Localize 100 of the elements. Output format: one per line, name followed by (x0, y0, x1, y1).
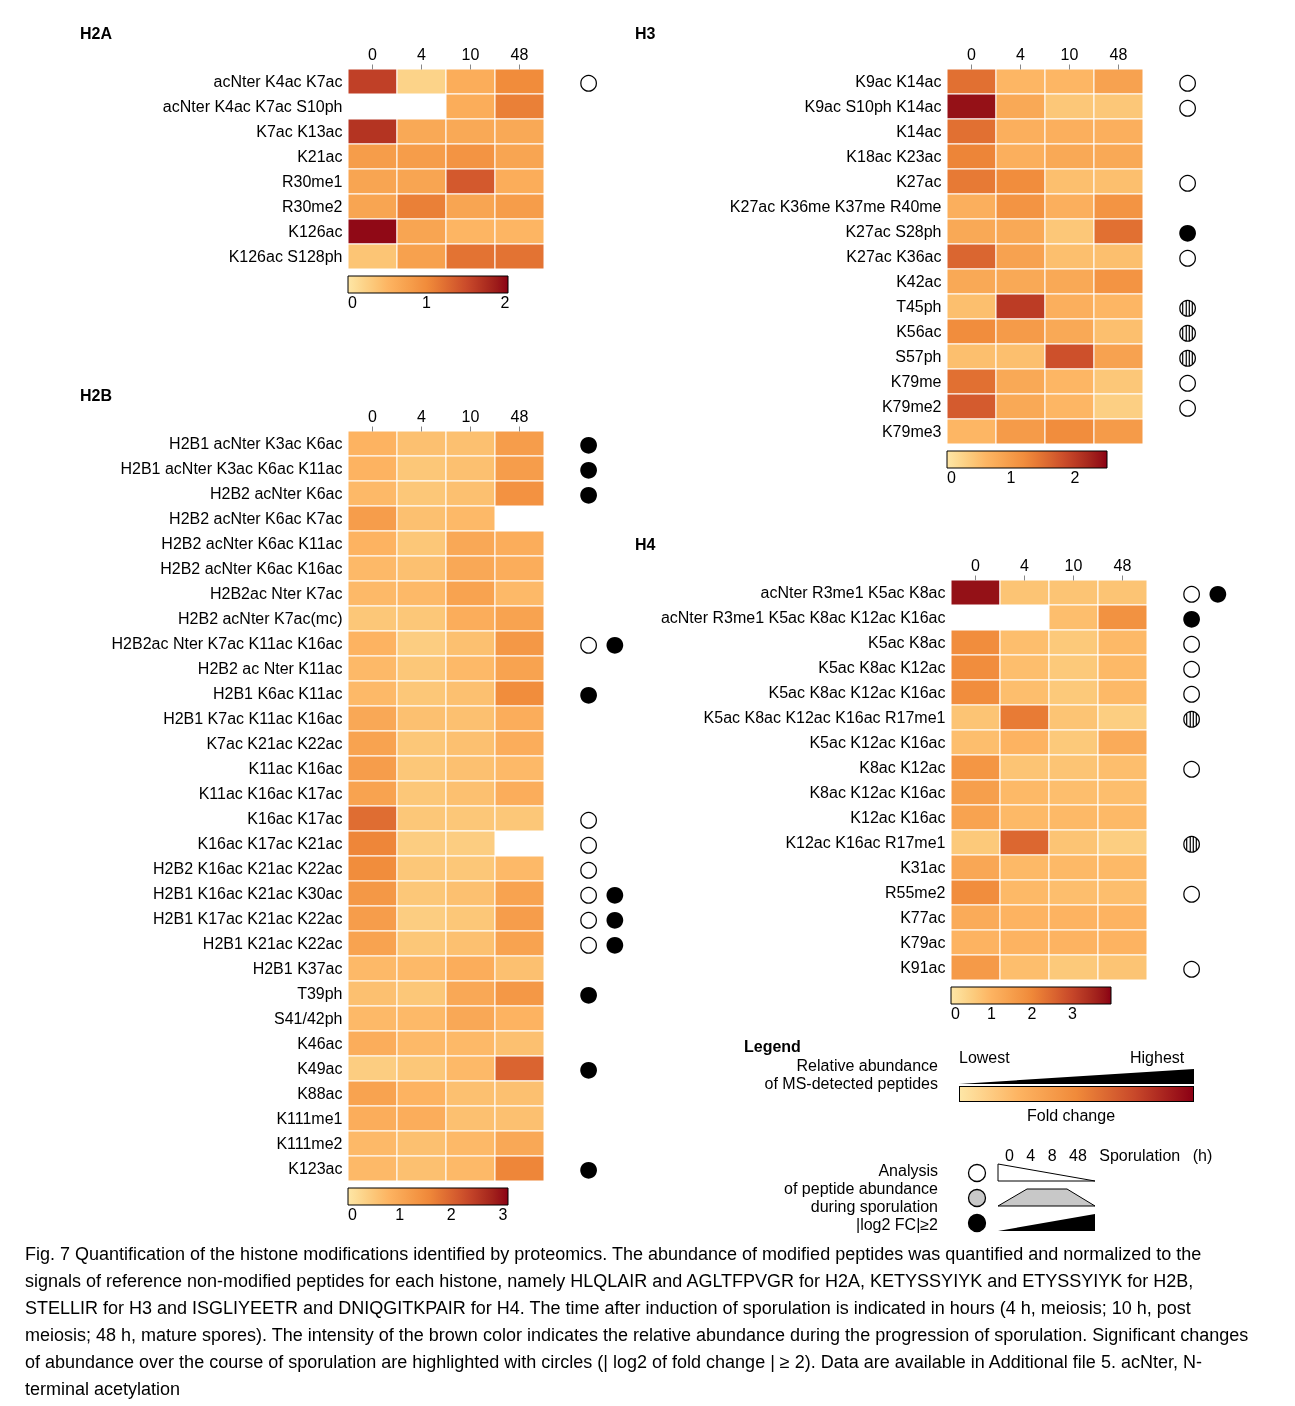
y2-tick-label: ◍ (1178, 293, 1198, 319)
color-bar-label: 3 (498, 1206, 508, 1223)
y2-tick-label: ○ (1182, 754, 1202, 780)
y2-tick-label: ○ (1182, 679, 1202, 705)
y-tick-label: K27ac K36ac (846, 247, 942, 265)
x-tick-label: 0 (967, 45, 977, 63)
y-tick-label: H2B1 K37ac (252, 959, 343, 977)
y-tick-label: H2B2 ac Nter K11ac (197, 659, 343, 677)
y-tick-label: T39ph (297, 984, 343, 1002)
y2-tick-label: ○ (1182, 654, 1202, 680)
y2-tick-label: ○ (1178, 243, 1198, 269)
text: H4 (635, 536, 656, 553)
color-bar-label: 3 (1068, 1005, 1078, 1022)
text: 0 4 8 48 Sporulation (h) (1005, 1147, 1213, 1165)
y2-tick-label: ○ (1178, 368, 1198, 394)
y-tick-label: H2B2 acNter K7ac(mc) (178, 609, 343, 627)
text: H2A (80, 25, 113, 42)
y2-tick-label: ○ (1178, 93, 1198, 119)
y-tick-label: K46ac (297, 1034, 343, 1052)
y2-tick-label: ◍ (1178, 318, 1198, 344)
y-tick-label: K111me1 (276, 1109, 343, 1127)
color-bar-label: 0 (947, 469, 956, 486)
y-tick-label: R55me2 (885, 883, 946, 901)
y-tick-label: K42ac (896, 272, 942, 290)
y-tick-label: acNter K4ac K7ac (213, 72, 343, 90)
y2-tick-label: ○ (579, 805, 599, 831)
y-tick-label: K126ac S128ph (228, 247, 343, 265)
y-tick-label: K8ac K12ac K16ac (809, 783, 946, 801)
x-tick-label: 0 (971, 556, 981, 574)
color-bar-label: 2 (1070, 469, 1080, 486)
y-tick-label: K8ac K12ac (859, 758, 946, 776)
color-bar-label: 1 (421, 294, 431, 311)
y-tick-label: S41/42ph (273, 1009, 343, 1027)
y2-tick-label: ○ ● (579, 905, 625, 931)
x-tick-label: 10 (461, 45, 480, 63)
y2-tick-label: ○ (1178, 168, 1198, 194)
y-tick-label: K14ac (896, 122, 942, 140)
y2-tick-label: ● (1182, 604, 1202, 630)
text: Fold change (1027, 1107, 1116, 1125)
y-tick-label: H2B2ac Nter K7ac K11ac K16ac (111, 634, 343, 652)
y-tick-label: H2B1 acNter K3ac K6ac (169, 434, 343, 452)
y-tick-label: K9ac K14ac (855, 72, 942, 90)
y-tick-label: K79me (890, 372, 942, 390)
y-tick-label: K5ac K8ac K12ac K16ac R17me1 (703, 708, 946, 726)
y-tick-label: H2B2 acNter K6ac K7ac (169, 509, 343, 527)
y-tick-label: K5ac K8ac (868, 633, 946, 651)
x-tick-label: 48 (510, 45, 529, 63)
color-bar-label: 1 (1006, 469, 1016, 486)
y-tick-label: K79ac (900, 933, 946, 951)
x-tick-label: 0 (368, 407, 378, 425)
y2-tick-label: ○ (579, 830, 599, 856)
y2-tick-label: ○ ● (579, 930, 625, 956)
y-tick-label: R30me2 (282, 197, 343, 215)
color-bar-label: 2 (1027, 1005, 1037, 1022)
x-tick-label: 0 (368, 45, 378, 63)
text: Highest (1130, 1049, 1185, 1067)
text: of peptide abundance (783, 1180, 938, 1198)
y2-tick-label: ● (1178, 218, 1198, 244)
text: during sporulation (809, 1198, 938, 1216)
y-tick-label: K11ac K16ac K17ac (198, 784, 343, 802)
y-tick-label: K91ac (900, 958, 946, 976)
y2-tick-label: ○ (1182, 954, 1202, 980)
y-tick-label: H2B2 acNter K6ac (209, 484, 343, 502)
x-tick-label: 4 (1020, 556, 1030, 574)
color-bar-label: 0 (348, 294, 357, 311)
y-tick-label: K16ac K17ac (247, 809, 343, 827)
y2-tick-label: ○ (1178, 393, 1198, 419)
y-tick-label: K7ac K13ac (256, 122, 343, 140)
y-tick-label: K123ac (288, 1159, 343, 1177)
y-tick-label: R30me1 (282, 172, 343, 190)
text: Lowest (959, 1049, 1010, 1067)
y2-tick-label: ○ (1178, 68, 1198, 94)
y2-tick-label: ◍ (1182, 704, 1202, 730)
y2-tick-label: ○ ● (1182, 579, 1228, 605)
y-tick-label: acNter R3me1 K5ac K8ac (760, 583, 946, 601)
y-tick-label: H2B2 K16ac K21ac K22ac (153, 859, 343, 877)
x-tick-label: 10 (1064, 556, 1083, 574)
y2-tick-label: ● (579, 480, 599, 506)
y-tick-label: K21ac (297, 147, 343, 165)
y2-tick-label: ● (579, 680, 599, 706)
text: H3 (635, 25, 656, 42)
y-tick-label: H2B1 K21ac K22ac (202, 934, 343, 952)
caption: Fig. 7 Quantification of the histone modifications identified by proteomics. The abundance of modified peptides was quantified and normalized to the signals of reference non-modified peptides for each histone, namely HLQLAIR and AGLTFPVGR for H2A, KETYSSYIYK and ETYSSYIYK for H2B, STELLIR for H3 and ISGLIYEETR and DNIQGITKPAIR for H4. The time after induction of sporulation is indicated in hours (4 h, meiosis; 10 h, post meiosis; 48 h, mature spores). The intensity of the brown color indicates the relative abundance during the progression of sporulation. Significant changes of abundance over the course of sporulation are highlighted with circles (| log2 of fold change | ≥ 2). Data are available in Additional file 5. acNter, N-terminal acetylation (25, 1243, 1250, 1401)
color-bar-label: 0 (348, 1206, 357, 1223)
y2-tick-label: ○ ● (579, 630, 625, 656)
y2-tick-label: ● (579, 1055, 599, 1081)
color-bar-label: 2 (500, 294, 510, 311)
y-tick-label: K79me2 (881, 397, 942, 415)
y2-tick-label: ○ (579, 68, 599, 94)
x-tick-label: 4 (1016, 45, 1026, 63)
y-tick-label: H2B1 K6ac K11ac (212, 684, 343, 702)
y-tick-label: K79me3 (881, 422, 942, 440)
y-tick-label: K88ac (297, 1084, 343, 1102)
y2-tick-label: ● (579, 980, 599, 1006)
x-tick-label: 48 (1109, 45, 1128, 63)
y-tick-label: H2B2 acNter K6ac K11ac (161, 534, 343, 552)
x-tick-label: 4 (417, 407, 427, 425)
y2-tick-label: ○ (579, 855, 599, 881)
x-tick-label: 10 (1060, 45, 1079, 63)
y-tick-label: K7ac K21ac K22ac (206, 734, 343, 752)
